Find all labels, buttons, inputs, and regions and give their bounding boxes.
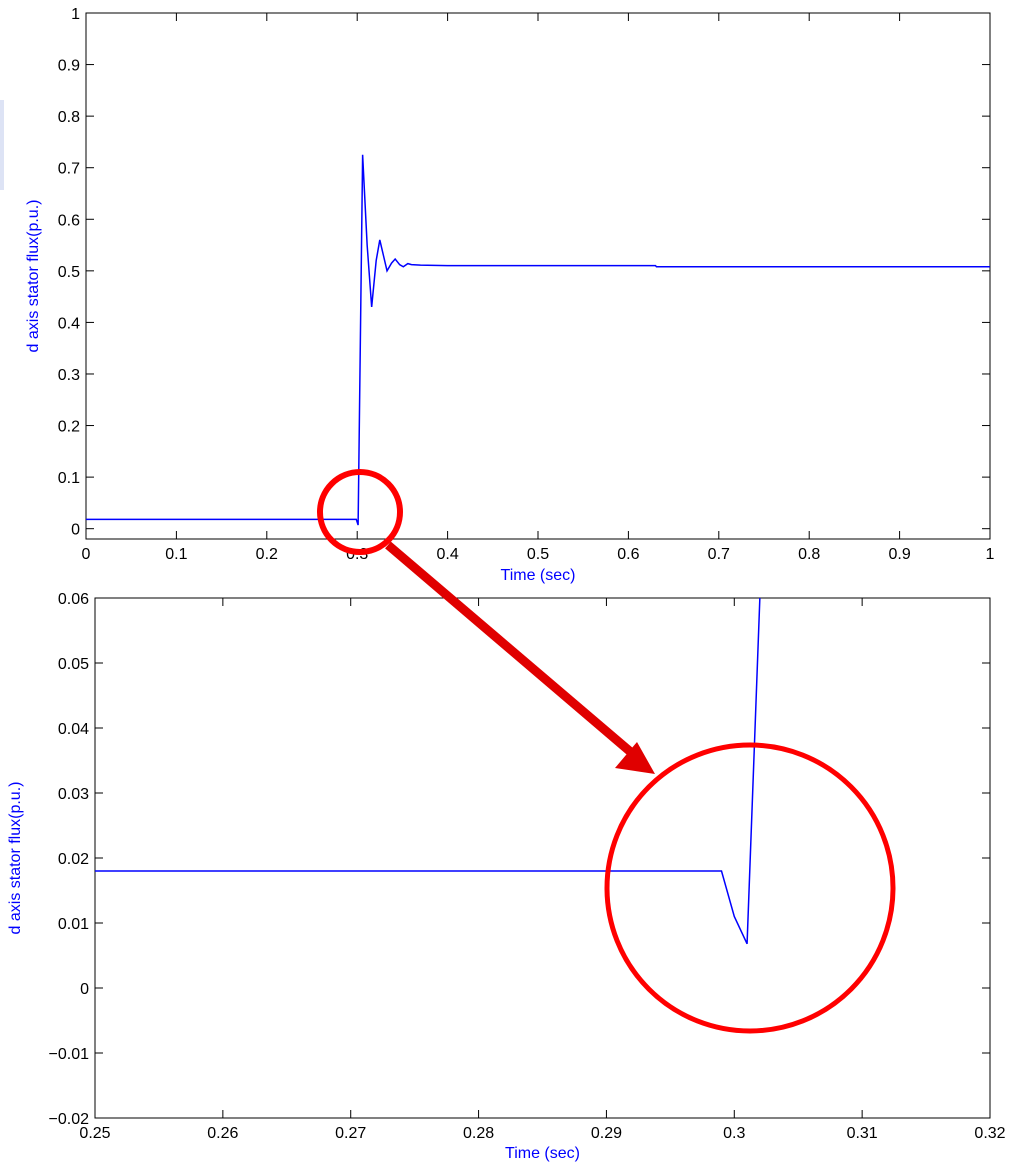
series-group [86, 154, 990, 526]
plot-frame [85, 12, 991, 540]
y-tick-label: 0.04 [58, 721, 89, 738]
x-axis-label: Time (sec) [505, 1145, 580, 1162]
edge-strip [0, 100, 4, 190]
data-line [95, 598, 761, 945]
y-tick-label: 0.8 [58, 109, 80, 126]
y-axis-label: d axis stator flux(p.u.) [7, 782, 24, 935]
x-tick-label: 0.27 [335, 1125, 366, 1142]
x-tick-label: 0.2 [256, 546, 278, 563]
x-tick-label: 0.7 [708, 546, 730, 563]
y-tick-label: 0 [71, 522, 80, 539]
y-tick-label: 0.3 [58, 367, 80, 384]
data-line [86, 154, 990, 526]
x-tick-label: 0.29 [591, 1125, 622, 1142]
x-tick-label: 0.4 [436, 546, 458, 563]
y-tick-label: 0.2 [58, 419, 80, 436]
x-tick-label: 0.9 [888, 546, 910, 563]
annotations [317, 469, 896, 1034]
y-tick-label: 0 [80, 981, 89, 998]
y-tick-label: 1 [71, 6, 80, 23]
y-tick-label: 0.01 [58, 916, 89, 933]
plots: 0 0.1 0.2 0.3 0.4 0.5 0.6 0.7 0.8 0.9 1 0 0.1 0.2 0.3 0… [7, 6, 1006, 1162]
arrow [385, 541, 643, 764]
x-axis-label: Time (sec) [501, 567, 576, 584]
y-tick-label: 0.5 [58, 264, 80, 281]
x-tick-label: 0.31 [847, 1125, 878, 1142]
x-tick-label: 1 [986, 546, 995, 563]
y-tick-label: 0.05 [58, 656, 89, 673]
y-tick-label: −0.01 [49, 1046, 90, 1063]
x-tick-label: 0 [82, 546, 91, 563]
y-tick-label: 0.06 [58, 591, 89, 608]
y-tick-label: −0.02 [49, 1111, 90, 1128]
y-tick-label: 0.1 [58, 470, 80, 487]
highlight-circle [317, 469, 403, 555]
y-tick-label: 0.6 [58, 212, 80, 229]
x-tick-label: 0.3 [723, 1125, 745, 1142]
y-axis-label: d axis stator flux(p.u.) [25, 200, 42, 353]
y-tick-label: 0.02 [58, 851, 89, 868]
plot-frame [94, 597, 991, 1119]
x-tick-label: 0.8 [798, 546, 820, 563]
x-tick-label: 0.26 [207, 1125, 238, 1142]
y-tick-label: 0.7 [58, 161, 80, 178]
series-group [95, 598, 761, 945]
x-tick-label: 0.1 [165, 546, 187, 563]
x-tick-label: 0.25 [79, 1125, 110, 1142]
x-tick-label: 0.5 [527, 546, 549, 563]
x-tick-label: 0.28 [463, 1125, 494, 1142]
y-tick-label: 0.4 [58, 315, 80, 332]
y-tick-label: 0.03 [58, 786, 89, 803]
y-tick-label: 0.9 [58, 58, 80, 75]
x-tick-label: 0.32 [974, 1125, 1005, 1142]
highlight-circle [604, 742, 896, 1034]
arrow-head [615, 742, 655, 774]
x-tick-label: 0.6 [617, 546, 639, 563]
